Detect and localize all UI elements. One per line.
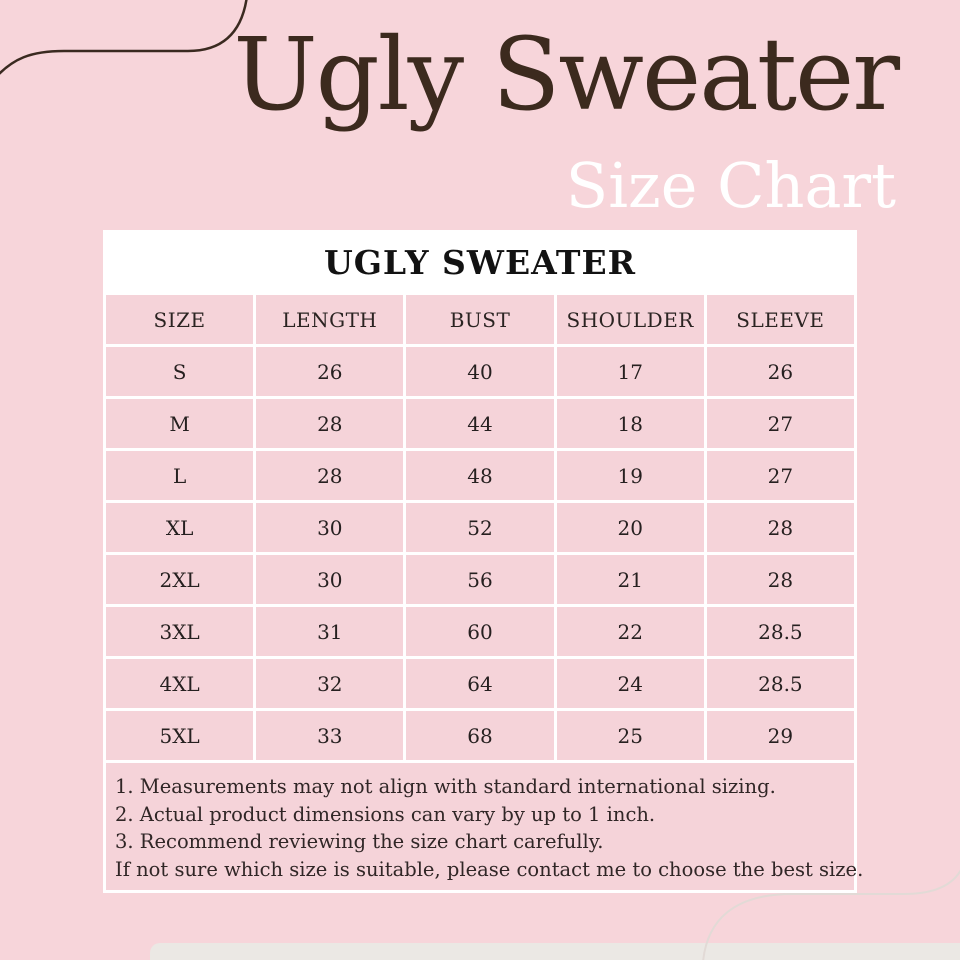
size-label: S: [106, 347, 254, 396]
measurement-cell: 21: [556, 555, 704, 604]
note-line-3: 3. Recommend reviewing the size chart ca…: [115, 830, 604, 853]
column-header: SHOULDER: [556, 295, 704, 344]
measurement-cell: 32: [256, 659, 404, 708]
page-subtitle: Size Chart: [565, 149, 896, 222]
measurement-cell: 30: [256, 555, 404, 604]
measurement-cell: 31: [256, 607, 404, 656]
measurement-cell: 28.5: [706, 607, 854, 656]
measurement-cell: 30: [256, 503, 404, 552]
bottom-right-curve-decoration: [702, 869, 960, 960]
measurement-cell: 19: [556, 451, 704, 500]
measurement-cell: 17: [556, 347, 704, 396]
measurement-cell: 28: [256, 399, 404, 448]
size-label: XL: [106, 503, 254, 552]
measurement-cell: 22: [556, 607, 704, 656]
notes-section: 1. Measurements may not align with stand…: [106, 763, 864, 890]
measurement-cell: 27: [706, 399, 854, 448]
table-title: UGLY SWEATER: [323, 243, 637, 282]
size-label: 3XL: [106, 607, 254, 656]
measurement-cell: 64: [406, 659, 554, 708]
size-label: 4XL: [106, 659, 254, 708]
note-line-4: If not sure which size is suitable, plea…: [115, 857, 864, 881]
column-header: SLEEVE: [706, 295, 854, 344]
top-left-curve-decoration: [0, 0, 248, 75]
measurement-cell: 28.5: [706, 659, 854, 708]
size-label: M: [106, 399, 254, 448]
measurement-cell: 56: [406, 555, 554, 604]
column-header: SIZE: [106, 295, 254, 344]
measurement-cell: 52: [406, 503, 554, 552]
measurement-cell: 60: [406, 607, 554, 656]
measurement-cell: 28: [706, 555, 854, 604]
note-line-1: 1. Measurements may not align with stand…: [115, 775, 776, 798]
measurement-cell: 68: [406, 711, 554, 760]
measurement-cell: 18: [556, 399, 704, 448]
measurement-cell: 48: [406, 451, 554, 500]
column-header: LENGTH: [256, 295, 404, 344]
measurement-cell: 28: [256, 451, 404, 500]
measurement-cell: 27: [706, 451, 854, 500]
measurement-cell: 26: [256, 347, 404, 396]
measurement-cell: 29: [706, 711, 854, 760]
bottom-band-decoration: [150, 943, 960, 960]
measurement-cell: 40: [406, 347, 554, 396]
page-title: Ugly Sweater: [233, 16, 900, 133]
measurement-cell: 24: [556, 659, 704, 708]
measurement-cell: 25: [556, 711, 704, 760]
measurement-cell: 20: [556, 503, 704, 552]
measurement-cell: 33: [256, 711, 404, 760]
size-label: 2XL: [106, 555, 254, 604]
size-chart-card: UGLY SWEATER SIZE LENGTH BUST SHOULDER SLEEV…: [103, 230, 864, 893]
size-table: SIZE LENGTH BUST SHOULDER SLEEVE S 26 40 17 26 M 28…: [106, 295, 854, 760]
size-label: 5XL: [106, 711, 254, 760]
column-header: BUST: [406, 295, 554, 344]
size-label: L: [106, 451, 254, 500]
measurement-cell: 28: [706, 503, 854, 552]
measurement-cell: 26: [706, 347, 854, 396]
note-line-2: 2. Actual product dimensions can vary by…: [115, 802, 656, 826]
measurement-cell: 44: [406, 399, 554, 448]
hero-titles: Ugly Sweater Size Chart: [233, 16, 900, 222]
